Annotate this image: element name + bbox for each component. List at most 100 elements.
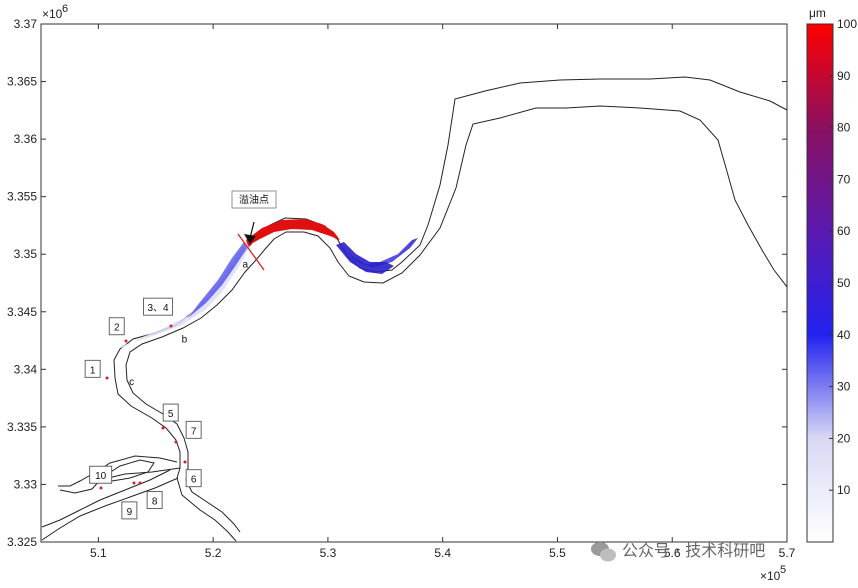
river-bank-south	[125, 105, 787, 481]
site-label-text: a	[243, 259, 249, 270]
x-tick-label: 5.1	[90, 546, 107, 560]
site-label: 3、4	[143, 297, 174, 316]
site-label-box	[185, 469, 202, 488]
site-label: 9	[121, 501, 138, 520]
colorbar-tick-label: 10	[837, 483, 851, 497]
colorbar: μm 10 20 30 40 50 60 70 80 90 100	[806, 6, 857, 543]
site-label: 6	[185, 469, 202, 488]
site-label: c	[129, 377, 134, 388]
leak-point-label: 溢油点	[239, 193, 269, 206]
x-tick-label: 5.5	[549, 546, 566, 560]
site-label-text: 5	[168, 409, 174, 420]
colorbar-unit: μm	[809, 6, 826, 20]
island-1	[101, 459, 155, 482]
site-label: b	[182, 334, 188, 345]
y-tick-label: 3.365	[7, 75, 37, 89]
plume-high-concentration	[246, 219, 340, 246]
colorbar-tick-label: 70	[837, 172, 851, 186]
site-labels: 1 2 3、4 5 6 7 8 9 10 a b c	[84, 259, 249, 520]
site-label-box	[121, 501, 138, 520]
channel-southeast-2	[185, 479, 241, 533]
leak-cross-line	[237, 233, 265, 271]
site-label-box	[185, 420, 202, 439]
channel-southeast	[176, 477, 237, 542]
site-label: 10	[89, 465, 113, 484]
plume-core-bend	[336, 242, 394, 274]
channel-southwest	[41, 469, 171, 528]
y-tick-label: 3.355	[7, 190, 37, 204]
colorbar-tick-label: 40	[837, 328, 851, 342]
site-label-box	[84, 359, 101, 378]
x-axis-exponent: ×10 5	[760, 564, 786, 583]
site-label: 1	[84, 359, 101, 378]
plume-blue-upstream	[188, 242, 247, 318]
y-tick-label: 3.34	[14, 362, 38, 376]
site-label-text: 1	[90, 365, 96, 376]
channel-southwest-2	[41, 477, 179, 541]
x-exponent-base: ×10	[760, 569, 781, 583]
site-marker	[132, 481, 136, 485]
river-map	[41, 76, 787, 542]
colorbar-tick-label: 60	[837, 224, 851, 238]
wechat-icon	[591, 542, 616, 562]
x-exponent-power: 5	[780, 564, 786, 576]
site-label-box	[108, 317, 125, 336]
y-exponent-base: ×10	[42, 7, 63, 21]
colorbar-tick-label: 100	[837, 17, 857, 31]
colorbar-tick-label: 90	[837, 69, 851, 83]
site-label-text: 3、4	[148, 303, 170, 314]
x-tick-label: 5.3	[320, 546, 337, 560]
colorbar-gradient	[806, 23, 834, 543]
y-tick-label: 3.35	[14, 247, 38, 261]
y-tick-label: 3.37	[14, 17, 38, 31]
y-axis-ticks: 3.325 3.33 3.335 3.34 3.345 3.35 3.355 3.36 3.36…	[7, 17, 787, 549]
site-marker	[124, 339, 128, 343]
y-tick-label: 3.33	[14, 477, 38, 491]
site-marker	[161, 426, 165, 430]
x-tick-label: 5.2	[205, 546, 222, 560]
x-tick-label: 5.6	[664, 546, 681, 560]
site-label-box	[146, 491, 163, 510]
site-label-text: 2	[114, 323, 120, 334]
site-label-text: 6	[191, 475, 197, 486]
site-label-box	[162, 403, 179, 422]
site-label-text: 9	[127, 507, 133, 518]
site-label: 2	[108, 317, 125, 336]
y-exponent-power: 6	[62, 3, 68, 15]
site-label-box	[89, 465, 113, 484]
plot-area	[40, 23, 788, 543]
oil-plume	[120, 219, 418, 348]
y-tick-label: 3.335	[7, 420, 37, 434]
site-marker	[169, 324, 173, 328]
colorbar-tick-label: 30	[837, 380, 851, 394]
site-marker	[174, 440, 178, 444]
leak-arrow-head	[244, 234, 256, 244]
site-label: 8	[146, 491, 163, 510]
site-label-text: 8	[152, 497, 158, 508]
watermark-text: 公众号 · 技术科研吧	[622, 541, 765, 560]
site-marker	[105, 376, 109, 380]
site-marker	[183, 460, 187, 464]
site-label-text: b	[182, 334, 188, 345]
river-bank-north	[113, 76, 787, 479]
site-label-box	[143, 297, 174, 316]
colorbar-tick-label: 80	[837, 121, 851, 135]
site-label: 5	[162, 403, 179, 422]
x-axis-ticks: 5.1 5.2 5.3 5.4 5.5 5.6 5.7	[90, 24, 796, 560]
site-label: a	[243, 259, 249, 270]
x-tick-label: 5.7	[779, 546, 796, 560]
site-label-text: c	[129, 377, 134, 388]
site-marker	[99, 486, 103, 490]
site-label: 7	[185, 420, 202, 439]
x-tick-label: 5.4	[434, 546, 451, 560]
site-marker	[138, 481, 142, 485]
site-label-text: 7	[191, 426, 197, 437]
y-tick-label: 3.345	[7, 305, 37, 319]
colorbar-tick-label: 50	[837, 276, 851, 290]
y-axis-exponent: ×10 6	[42, 3, 68, 21]
watermark: 公众号 · 技术科研吧	[591, 541, 765, 562]
colorbar-tick-label: 20	[837, 431, 851, 445]
colorbar-ticks: 10 20 30 40 50 60 70 80 90 100	[829, 17, 857, 497]
leak-point-marker: 溢油点	[231, 190, 277, 271]
